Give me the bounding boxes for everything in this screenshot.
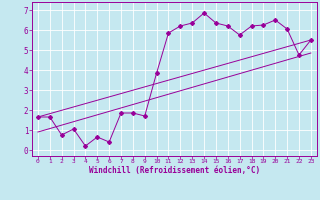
X-axis label: Windchill (Refroidissement éolien,°C): Windchill (Refroidissement éolien,°C) xyxy=(89,166,260,175)
